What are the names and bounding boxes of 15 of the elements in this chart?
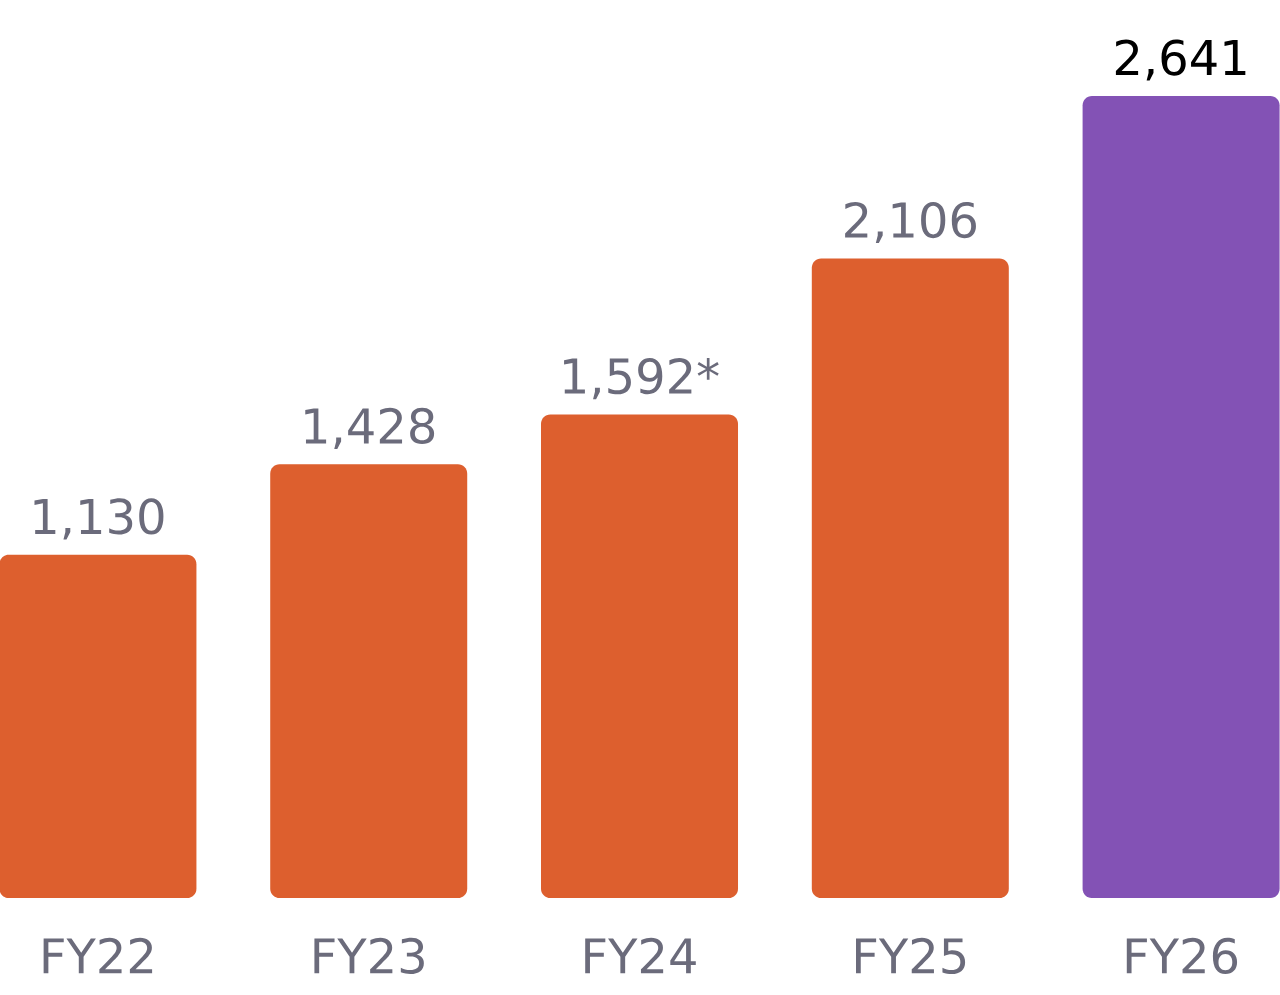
x-tick-label: FY25 bbox=[856, 937, 966, 975]
data-label: 1,592* bbox=[564, 357, 719, 400]
data-label: 1,130 bbox=[34, 498, 164, 540]
bar bbox=[1082, 95, 1280, 898]
bar bbox=[0, 554, 197, 898]
x-tick-label: FY24 bbox=[585, 937, 696, 974]
x-tick-label: FY26 bbox=[1126, 937, 1238, 975]
data-label: 2,106 bbox=[845, 201, 976, 244]
data-label: 1,428 bbox=[305, 407, 435, 449]
x-tick-label: FY23 bbox=[314, 937, 424, 975]
x-tick-label: FY22 bbox=[43, 937, 153, 974]
bar bbox=[270, 464, 468, 898]
bar bbox=[811, 258, 1009, 898]
bar bbox=[541, 414, 739, 898]
data-label: 2,641 bbox=[1115, 39, 1246, 81]
